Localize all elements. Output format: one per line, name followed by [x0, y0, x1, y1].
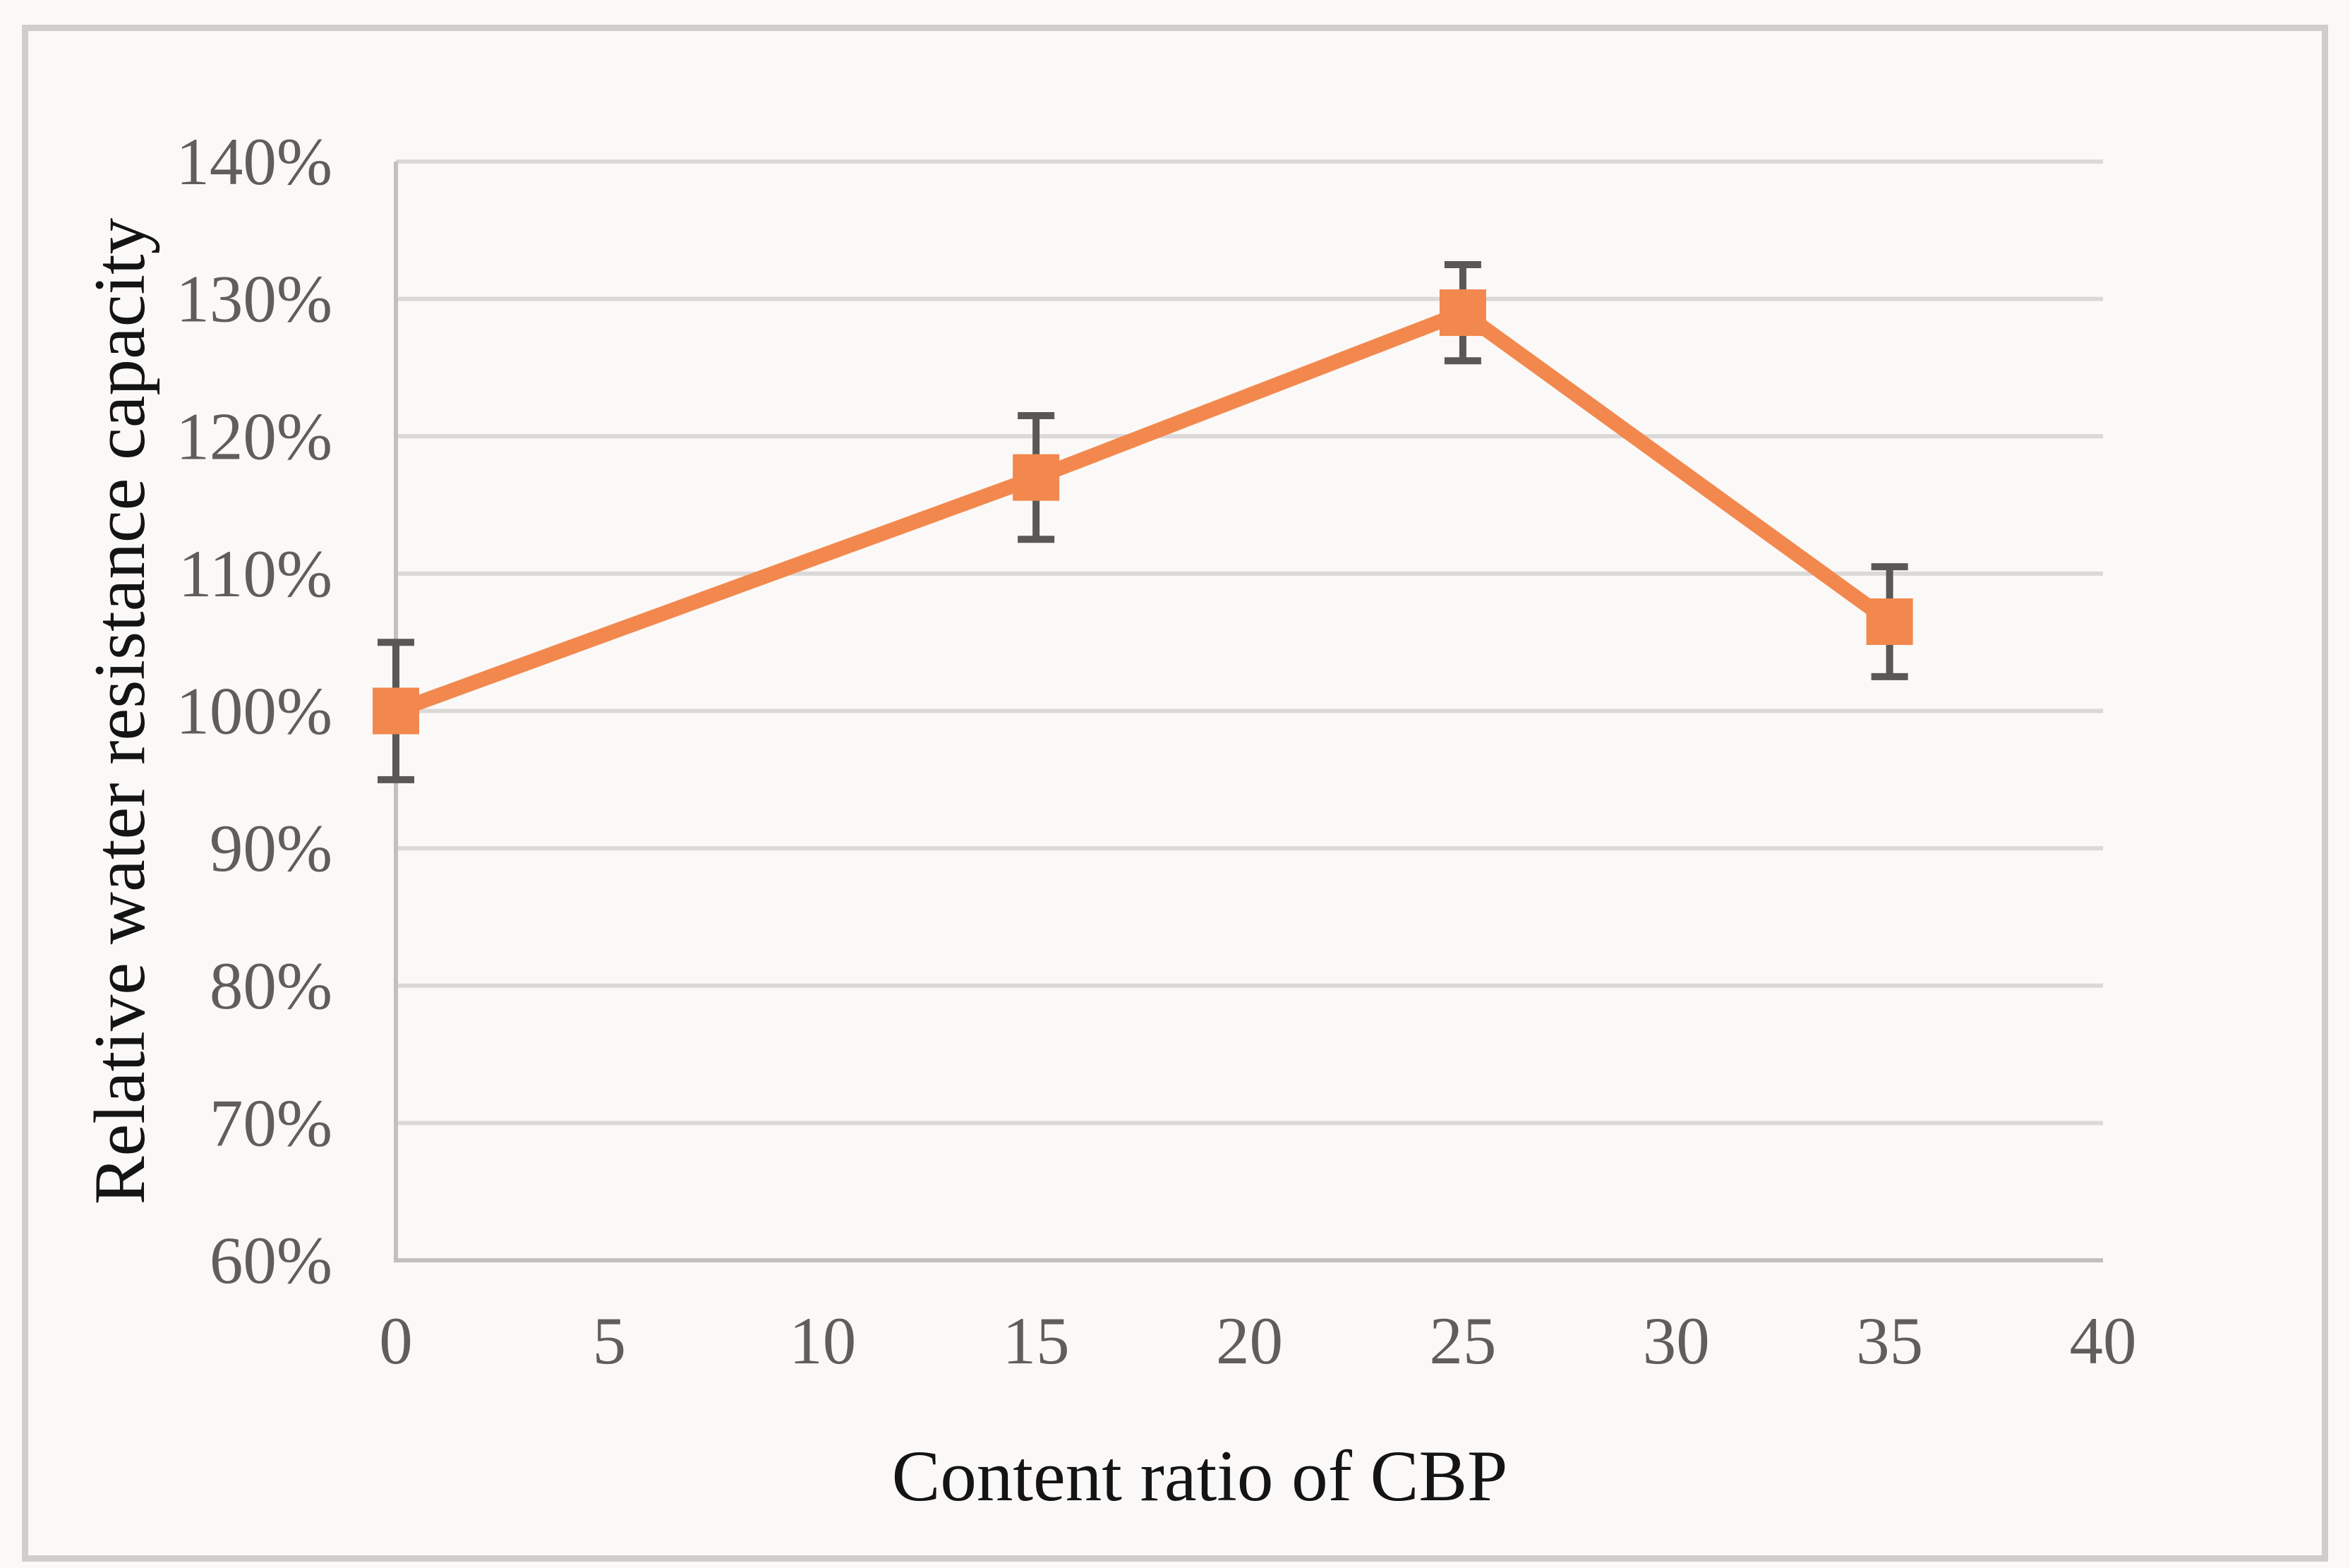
x-tick-label: 15 [1003, 1303, 1070, 1378]
data-point-marker [1013, 454, 1060, 501]
y-tick-label: 100% [176, 674, 332, 749]
y-tick-label: 120% [176, 399, 332, 474]
x-tick-label: 5 [593, 1303, 627, 1378]
x-axis-tick-labels: 0 5 10 15 20 25 30 35 40 [379, 1303, 2136, 1378]
series-polyline [388, 305, 1898, 718]
data-point-markers [373, 289, 1913, 735]
x-tick-label: 40 [2070, 1303, 2137, 1378]
y-tick-label: 90% [210, 811, 332, 886]
y-axis-title: Relative water resistance capacity [80, 217, 160, 1205]
data-point-marker [1866, 598, 1913, 645]
x-axis-title: Content ratio of CBP [892, 1436, 1508, 1516]
series-line [388, 305, 1898, 718]
y-tick-label: 70% [210, 1085, 332, 1160]
error-bars [378, 260, 1908, 783]
y-tick-label: 60% [210, 1223, 332, 1298]
x-tick-label: 25 [1429, 1303, 1496, 1378]
data-point-marker [373, 687, 419, 735]
y-tick-label: 130% [176, 262, 332, 337]
x-tick-label: 10 [789, 1303, 856, 1378]
x-tick-label: 20 [1216, 1303, 1283, 1378]
x-tick-label: 0 [379, 1303, 413, 1378]
x-tick-label: 30 [1643, 1303, 1710, 1378]
y-axis-tick-labels: 60% 70% 80% 90% 100% 110% 120% 130% 140% [176, 124, 332, 1298]
data-point-marker [1439, 289, 1486, 337]
y-tick-label: 140% [176, 124, 332, 199]
y-tick-label: 80% [210, 948, 332, 1023]
x-tick-label: 35 [1856, 1303, 1923, 1378]
gridlines [396, 159, 2103, 1126]
y-tick-label: 110% [179, 536, 332, 611]
